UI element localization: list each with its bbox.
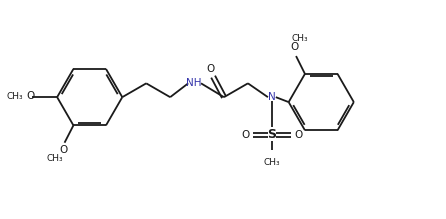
Text: O: O [26, 91, 34, 101]
Text: O: O [241, 130, 249, 140]
Text: CH₃: CH₃ [46, 154, 63, 163]
Text: S: S [267, 128, 277, 141]
Text: O: O [206, 64, 214, 74]
Text: O: O [294, 130, 303, 140]
Text: CH₃: CH₃ [292, 34, 308, 43]
Text: N: N [268, 92, 276, 102]
Text: NH: NH [186, 78, 202, 88]
Text: CH₃: CH₃ [7, 92, 24, 101]
Text: CH₃: CH₃ [264, 158, 280, 167]
Text: O: O [59, 145, 68, 155]
Text: O: O [290, 42, 298, 52]
